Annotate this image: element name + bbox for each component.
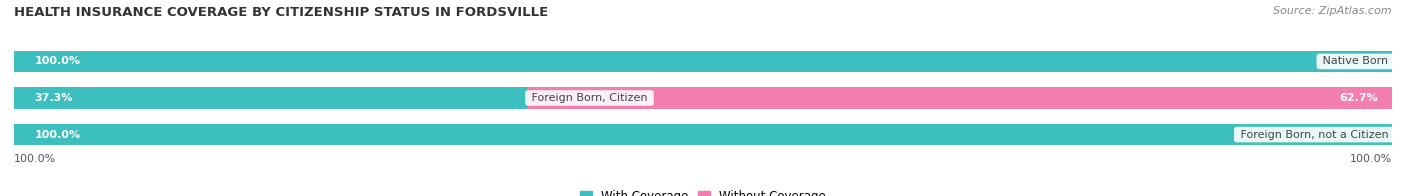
Text: 100.0%: 100.0% [1350, 154, 1392, 164]
Bar [14, 87, 529, 109]
Bar [14, 51, 1392, 72]
Bar [14, 124, 1392, 145]
Text: 100.0%: 100.0% [35, 56, 80, 66]
Text: 62.7%: 62.7% [1340, 93, 1378, 103]
Text: Source: ZipAtlas.com: Source: ZipAtlas.com [1274, 6, 1392, 16]
Text: Native Born: Native Born [1319, 56, 1392, 66]
Text: 100.0%: 100.0% [14, 154, 56, 164]
Bar [529, 87, 1392, 109]
Legend: With Coverage, Without Coverage: With Coverage, Without Coverage [575, 185, 831, 196]
Bar [14, 124, 1392, 145]
Text: Foreign Born, not a Citizen: Foreign Born, not a Citizen [1237, 130, 1392, 140]
Bar [14, 87, 1392, 109]
Text: HEALTH INSURANCE COVERAGE BY CITIZENSHIP STATUS IN FORDSVILLE: HEALTH INSURANCE COVERAGE BY CITIZENSHIP… [14, 6, 548, 19]
Text: 100.0%: 100.0% [35, 130, 80, 140]
Text: Foreign Born, Citizen: Foreign Born, Citizen [529, 93, 651, 103]
Bar [14, 51, 1392, 72]
Text: 37.3%: 37.3% [35, 93, 73, 103]
